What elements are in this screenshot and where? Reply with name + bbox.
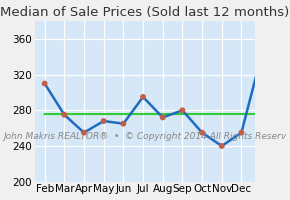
Point (62, 113, 67, 116)
Text: John Makris REALTOR®  •  © Copyright 2014 All Rights Reserv: John Makris REALTOR® • © Copyright 2014 … (3, 132, 287, 141)
Point (141, 95, 145, 99)
Point (200, 131, 204, 134)
Point (82, 131, 86, 134)
Point (239, 131, 244, 134)
Title: Median of Sale Prices (Sold last 12 months): Median of Sale Prices (Sold last 12 mont… (0, 6, 290, 19)
Point (42, 82, 47, 85)
Point (160, 116, 165, 119)
Point (180, 109, 185, 112)
Point (220, 144, 224, 148)
Point (121, 122, 126, 125)
Point (259, 55, 263, 58)
Point (102, 119, 106, 123)
